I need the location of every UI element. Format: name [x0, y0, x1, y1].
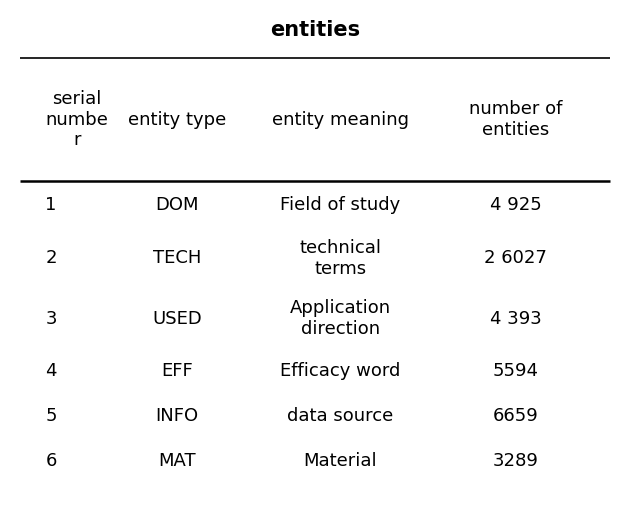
Text: Field of study: Field of study	[280, 196, 400, 214]
Text: INFO: INFO	[156, 407, 198, 425]
Text: 3289: 3289	[493, 451, 539, 470]
Text: 5594: 5594	[493, 362, 539, 380]
Text: 2 6027: 2 6027	[484, 250, 547, 268]
Text: TECH: TECH	[153, 250, 201, 268]
Text: technical
terms: technical terms	[299, 239, 381, 278]
Text: data source: data source	[287, 407, 393, 425]
Text: 6659: 6659	[493, 407, 539, 425]
Text: Application
direction: Application direction	[290, 299, 391, 338]
Text: USED: USED	[152, 310, 202, 328]
Text: 5: 5	[45, 407, 57, 425]
Text: 6: 6	[45, 451, 57, 470]
Text: entity meaning: entity meaning	[272, 110, 409, 128]
Text: Efficacy word: Efficacy word	[280, 362, 400, 380]
Text: 2: 2	[45, 250, 57, 268]
Text: 4 925: 4 925	[490, 196, 542, 214]
Text: number of
entities: number of entities	[469, 100, 563, 139]
Text: entities: entities	[270, 20, 360, 40]
Text: DOM: DOM	[155, 196, 198, 214]
Text: serial
numbe
r: serial numbe r	[45, 90, 108, 149]
Text: 3: 3	[45, 310, 57, 328]
Text: 1: 1	[45, 196, 57, 214]
Text: entity type: entity type	[128, 110, 226, 128]
Text: 4 393: 4 393	[490, 310, 542, 328]
Text: EFF: EFF	[161, 362, 193, 380]
Text: 4: 4	[45, 362, 57, 380]
Text: MAT: MAT	[158, 451, 196, 470]
Text: Material: Material	[303, 451, 377, 470]
